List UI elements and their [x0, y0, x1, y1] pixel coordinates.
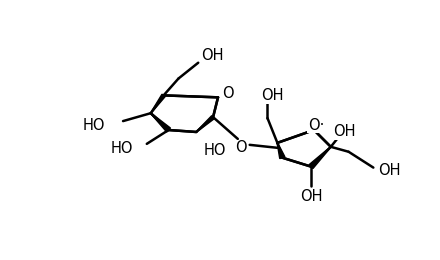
Text: O·: O·	[308, 118, 324, 133]
Polygon shape	[196, 116, 214, 132]
Polygon shape	[277, 143, 285, 159]
Polygon shape	[309, 147, 331, 168]
Text: OH: OH	[261, 88, 284, 103]
Text: HO: HO	[203, 143, 226, 158]
Polygon shape	[150, 94, 165, 113]
Text: O: O	[235, 140, 246, 155]
Text: OH: OH	[334, 125, 356, 139]
Text: OH: OH	[378, 163, 400, 178]
Text: HO: HO	[83, 118, 105, 133]
Text: HO: HO	[110, 141, 133, 156]
Text: O: O	[222, 86, 234, 101]
Polygon shape	[150, 113, 170, 132]
Text: OH: OH	[201, 48, 224, 63]
Text: OH: OH	[300, 189, 322, 204]
